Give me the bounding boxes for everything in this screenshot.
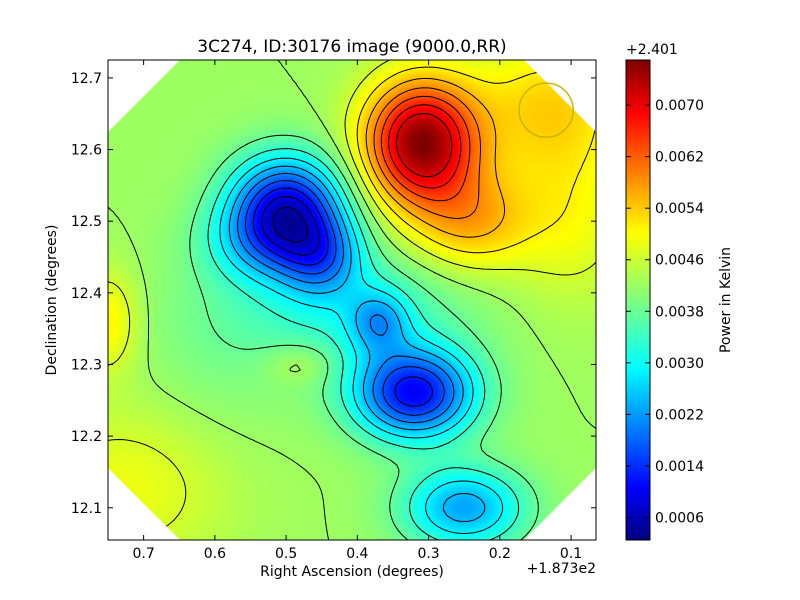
contour-level-7 (207, 148, 520, 540)
x-axis-label: Right Ascension (degrees) (260, 564, 444, 580)
y-axis-label: Declination (degrees) (44, 225, 60, 376)
plot-area (107, 59, 597, 541)
contour-level-13 (373, 87, 481, 219)
colorbar-tick-label: 0.0006 (655, 510, 704, 526)
colorbar: 0.0006 0.0014 0.0022 0.0030 0.0038 0.0046 0.00… (625, 42, 734, 541)
contour-level-10 (108, 60, 596, 538)
x-tick-label: 0.4 (346, 546, 368, 562)
y-tick-label: 12.2 (71, 429, 102, 445)
contour-level-8 (189, 134, 539, 540)
x-tick-label: 0.5 (275, 546, 297, 562)
x-tick-label: 0.7 (132, 546, 154, 562)
colorbar-tick-label: 0.0022 (655, 407, 704, 423)
contour-level-14 (380, 95, 471, 202)
contour-level-1 (261, 195, 320, 256)
colorbar-offset-label: +2.401 (626, 42, 678, 58)
contour-level-4 (237, 172, 455, 424)
contour-level-5 (228, 165, 486, 522)
contour-lines (108, 60, 596, 540)
contour-level-9 (108, 60, 596, 540)
axes-frame (107, 59, 597, 541)
colorbar-ticks: 0.0006 0.0014 0.0022 0.0030 0.0038 0.0046 0.00… (626, 98, 704, 526)
y-tick-label: 12.4 (71, 286, 102, 302)
x-tick-label: 0.3 (417, 546, 439, 562)
colorbar-label: Power in Kelvin (718, 247, 734, 353)
y-tick-label: 12.5 (71, 214, 102, 230)
y-tick-label: 12.1 (71, 501, 102, 517)
colorbar-tick-label: 0.0062 (655, 150, 704, 166)
x-tick-label: 0.1 (560, 546, 582, 562)
y-tick-label: 12.7 (71, 71, 102, 87)
contour-level-15 (388, 104, 462, 189)
contour-level-6 (219, 157, 504, 534)
contour-level-2 (252, 187, 433, 407)
colorbar-tick-label: 0.0046 (655, 253, 704, 269)
colorbar-gradient (625, 59, 651, 541)
x-tick-label: 0.6 (204, 546, 226, 562)
x-offset-label: +1.873e2 (527, 561, 596, 577)
beam-circle (518, 82, 574, 138)
heatmap-image (108, 60, 596, 540)
y-tick-label: 12.3 (71, 357, 102, 373)
colorbar-tick-label: 0.0070 (655, 98, 704, 114)
contour-level-12 (365, 78, 506, 238)
colorbar-tick-label: 0.0054 (655, 201, 704, 217)
contour-level-3 (244, 180, 445, 416)
contour-level-16 (396, 113, 453, 178)
colorbar-tick-label: 0.0014 (655, 459, 704, 475)
x-axis: 0.7 0.6 0.5 0.4 0.3 0.2 0.1 (132, 60, 582, 562)
y-tick-label: 12.6 (71, 143, 102, 159)
contour-level-0 (272, 206, 308, 243)
x-tick-label: 0.2 (489, 546, 511, 562)
y-axis: 12.1 12.2 12.3 12.4 12.5 12.6 12.7 (71, 71, 596, 517)
colorbar-tick-label: 0.0030 (655, 356, 704, 372)
colorbar-tick-label: 0.0038 (655, 304, 704, 320)
chart-title: 3C274, ID:30176 image (9000.0,RR) (197, 37, 506, 57)
